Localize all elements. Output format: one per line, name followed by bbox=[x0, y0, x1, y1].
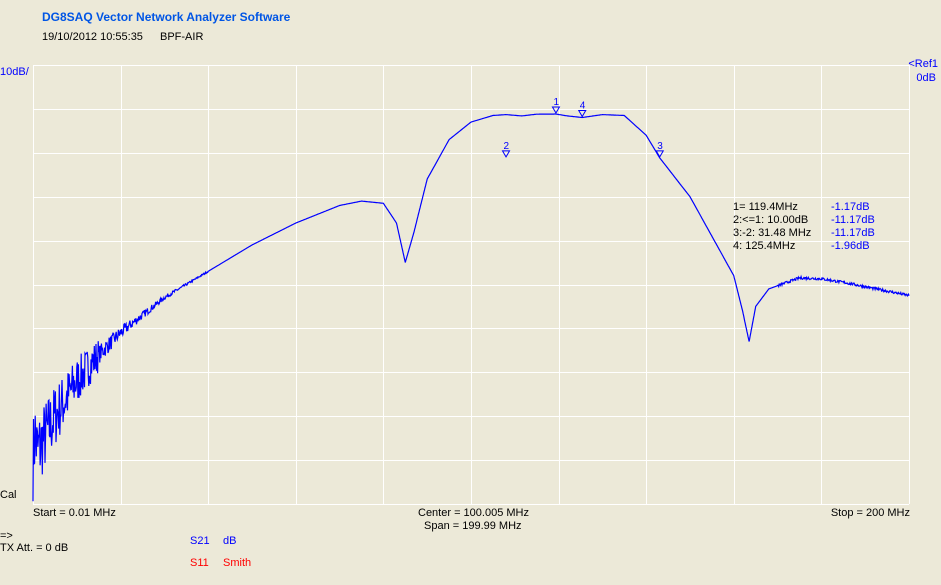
marker-label: 3:-2: 31.48 MHz bbox=[733, 227, 812, 239]
marker-label: 2:<=1: 10.00dB bbox=[733, 214, 809, 226]
start-frequency-label: Start = 0.01 MHz bbox=[33, 507, 116, 519]
marker-triangle-icon[interactable] bbox=[551, 106, 561, 115]
ref-label: <Ref1 bbox=[908, 58, 938, 70]
center-frequency-label: Center = 100.005 MHz bbox=[418, 507, 529, 519]
arrow-indicator: => bbox=[0, 530, 13, 542]
marker-label: 4: 125.4MHz bbox=[733, 240, 796, 252]
trace-format[interactable]: dB bbox=[223, 535, 237, 547]
marker-label: 1= 119.4MHz bbox=[733, 201, 798, 213]
marker-number: 3 bbox=[657, 141, 663, 152]
marker-value: -1.17dB bbox=[831, 201, 870, 213]
marker-triangle-icon[interactable] bbox=[501, 150, 511, 158]
s21-trace bbox=[32, 113, 910, 502]
dataset-name: BPF-AIR bbox=[160, 31, 204, 43]
span-label: Span = 199.99 MHz bbox=[424, 520, 522, 532]
marker-glyphs: 1 2 3 4 bbox=[501, 97, 665, 158]
plot-grid bbox=[33, 65, 910, 505]
marker-number: 1 bbox=[553, 97, 559, 108]
ref-value: 0dB bbox=[916, 72, 936, 84]
marker-value: -11.17dB bbox=[831, 214, 875, 226]
scale-label: 10dB/ bbox=[0, 66, 29, 78]
marker-triangle-icon[interactable] bbox=[655, 150, 665, 158]
marker-number: 2 bbox=[504, 141, 510, 152]
tx-attenuation-label: TX Att. = 0 dB bbox=[0, 542, 69, 554]
trace-name[interactable]: S11 bbox=[190, 557, 209, 569]
marker-number: 4 bbox=[580, 101, 586, 112]
measurement-datetime: 19/10/2012 10:55:35 bbox=[42, 31, 143, 43]
marker-value: -11.17dB bbox=[831, 227, 875, 239]
marker-triangle-icon[interactable] bbox=[577, 110, 587, 118]
app-title: DG8SAQ Vector Network Analyzer Software bbox=[42, 10, 291, 24]
stop-frequency-label: Stop = 200 MHz bbox=[830, 507, 910, 519]
cal-label: Cal bbox=[0, 489, 17, 501]
trace-name[interactable]: S21 bbox=[190, 535, 210, 547]
trace-format[interactable]: Smith bbox=[223, 557, 252, 569]
marker-value: -1.96dB bbox=[831, 240, 870, 252]
